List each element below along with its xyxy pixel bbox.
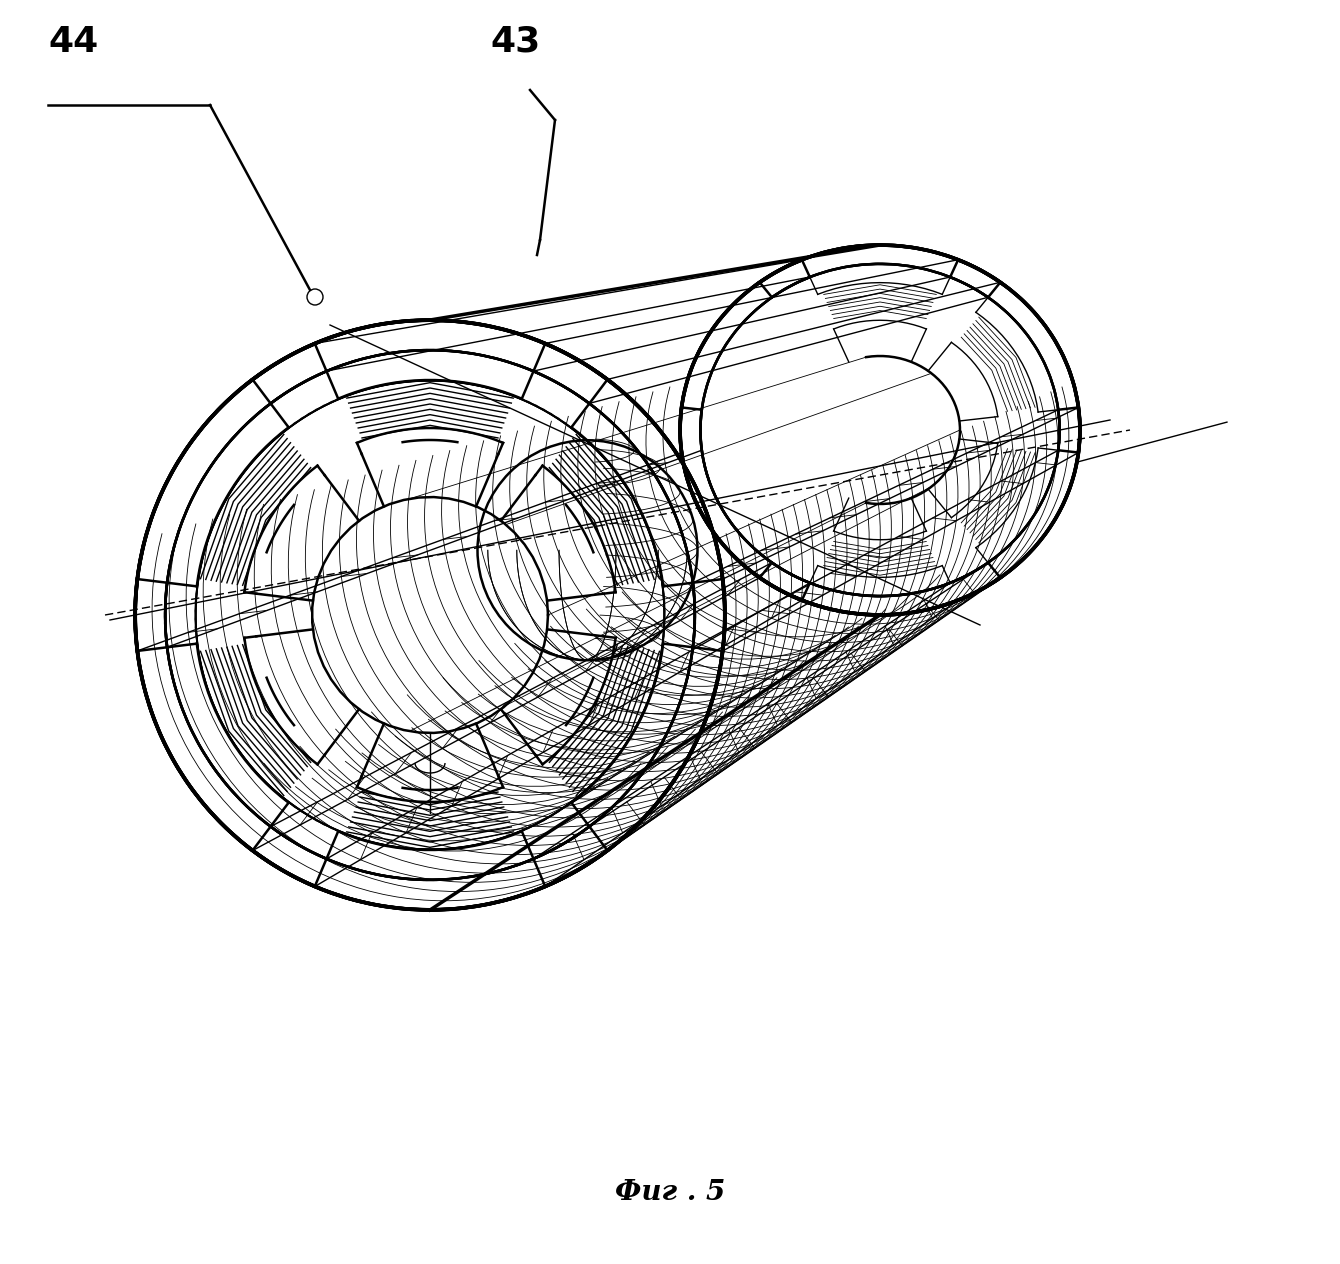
Text: 44: 44 (48, 25, 98, 59)
Text: 43: 43 (490, 25, 540, 59)
Text: Фиг . 5: Фиг . 5 (615, 1179, 725, 1206)
